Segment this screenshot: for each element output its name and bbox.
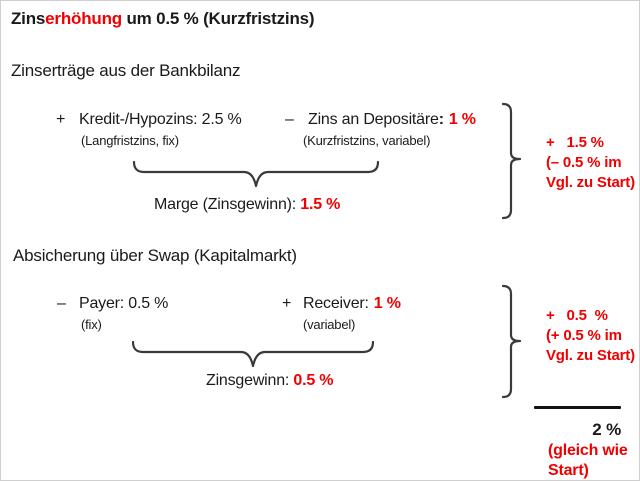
section2-result-value: 0.5 % xyxy=(293,372,334,389)
section1-left-sign: + xyxy=(56,111,66,128)
section1-result-label: Marge (Zinsgewinn): xyxy=(154,196,301,213)
right-brace-icon-section1 xyxy=(501,102,522,220)
title-suffix: um 0.5 % (Kurzfristzins) xyxy=(121,9,315,28)
title-prefix: Zins xyxy=(11,9,46,28)
sum-divider-line xyxy=(534,406,621,409)
section1-result-value: 1.5 % xyxy=(300,196,341,213)
section1-right-value: 1 % xyxy=(448,111,476,128)
section1-right-colon: : xyxy=(438,111,444,128)
section1-right-label-text: Zins an Depositäre xyxy=(308,111,439,128)
section1-right-label: Zins an Depositäre: 1 % xyxy=(308,111,476,129)
section1-left-sublabel: (Langfristzins, fix) xyxy=(81,133,179,148)
section2-right-sign: + xyxy=(282,295,292,312)
right-brace-icon-section2 xyxy=(501,284,522,399)
section2-left-sign: – xyxy=(57,295,66,312)
underbrace-icon-section1 xyxy=(132,160,380,188)
section2-left-label: Payer: 0.5 % xyxy=(79,295,169,312)
section1-annotation: + 1.5 % (– 0.5 % im Vgl. zu Start) xyxy=(546,134,635,191)
section1-right-sublabel: (Kurzfristzins, variabel) xyxy=(303,133,431,148)
section1-result: Marge (Zinsgewinn): 1.5 % xyxy=(154,196,340,214)
section1-left-label: Kredit-/Hypozins: 2.5 % xyxy=(79,111,242,128)
section2-left-sublabel: (fix) xyxy=(81,317,102,332)
page-title: Zinserhöhung um 0.5 % (Kurzfristzins) xyxy=(11,9,315,29)
section2-heading: Absicherung über Swap (Kapitalmarkt) xyxy=(13,246,297,265)
title-highlight: erhöhung xyxy=(45,9,122,28)
section2-right-sublabel: (variabel) xyxy=(303,317,356,332)
section2-result: Zinsgewinn: 0.5 % xyxy=(206,372,334,390)
underbrace-icon-section2 xyxy=(131,340,375,368)
section1-heading: Zinserträge aus der Bankbilanz xyxy=(11,61,241,80)
total-value: 2 % xyxy=(592,420,621,439)
section2-right-label: Receiver: 1 % xyxy=(303,295,401,313)
section2-result-label: Zinsgewinn: xyxy=(206,372,294,389)
section2-right-value: 1 % xyxy=(373,295,401,312)
total-note: (gleich wie Start) xyxy=(548,442,628,479)
section2-right-label-text: Receiver: xyxy=(303,295,369,312)
section1-right-sign: – xyxy=(285,111,294,128)
section2-annotation: + 0.5 % (+ 0.5 % im Vgl. zu Start) xyxy=(546,307,635,364)
